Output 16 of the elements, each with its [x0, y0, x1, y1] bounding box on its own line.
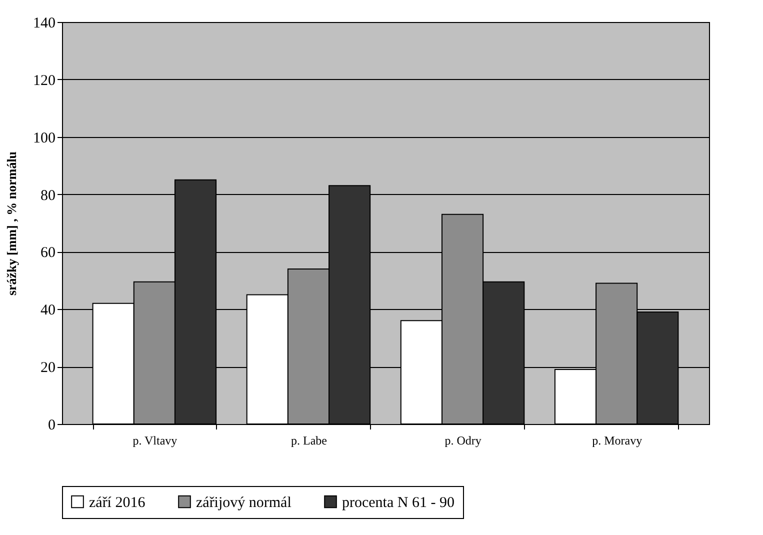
y-axis-title: srážky [mm] , % normálu — [4, 151, 19, 296]
y-tick-label: 40 — [40, 302, 56, 319]
legend-label: zářijový normál — [196, 494, 292, 511]
x-tick-label: p. Labe — [290, 434, 327, 448]
legend-label: procenta N 61 - 90 — [342, 494, 454, 511]
y-tick-label: 0 — [48, 418, 56, 434]
x-tick-label: p. Odry — [444, 434, 482, 448]
y-tick-label: 100 — [33, 130, 56, 146]
y-tick-label: 60 — [40, 245, 56, 262]
x-tick-label: p. Vltavy — [132, 434, 178, 448]
y-tick-label: 20 — [40, 360, 56, 376]
legend-label: září 2016 — [89, 494, 146, 511]
x-tick-label: p. Moravy — [592, 434, 642, 448]
y-tick-label: 140 — [33, 16, 56, 32]
y-tick-label: 80 — [40, 188, 56, 204]
y-tick-label: 120 — [33, 72, 56, 89]
